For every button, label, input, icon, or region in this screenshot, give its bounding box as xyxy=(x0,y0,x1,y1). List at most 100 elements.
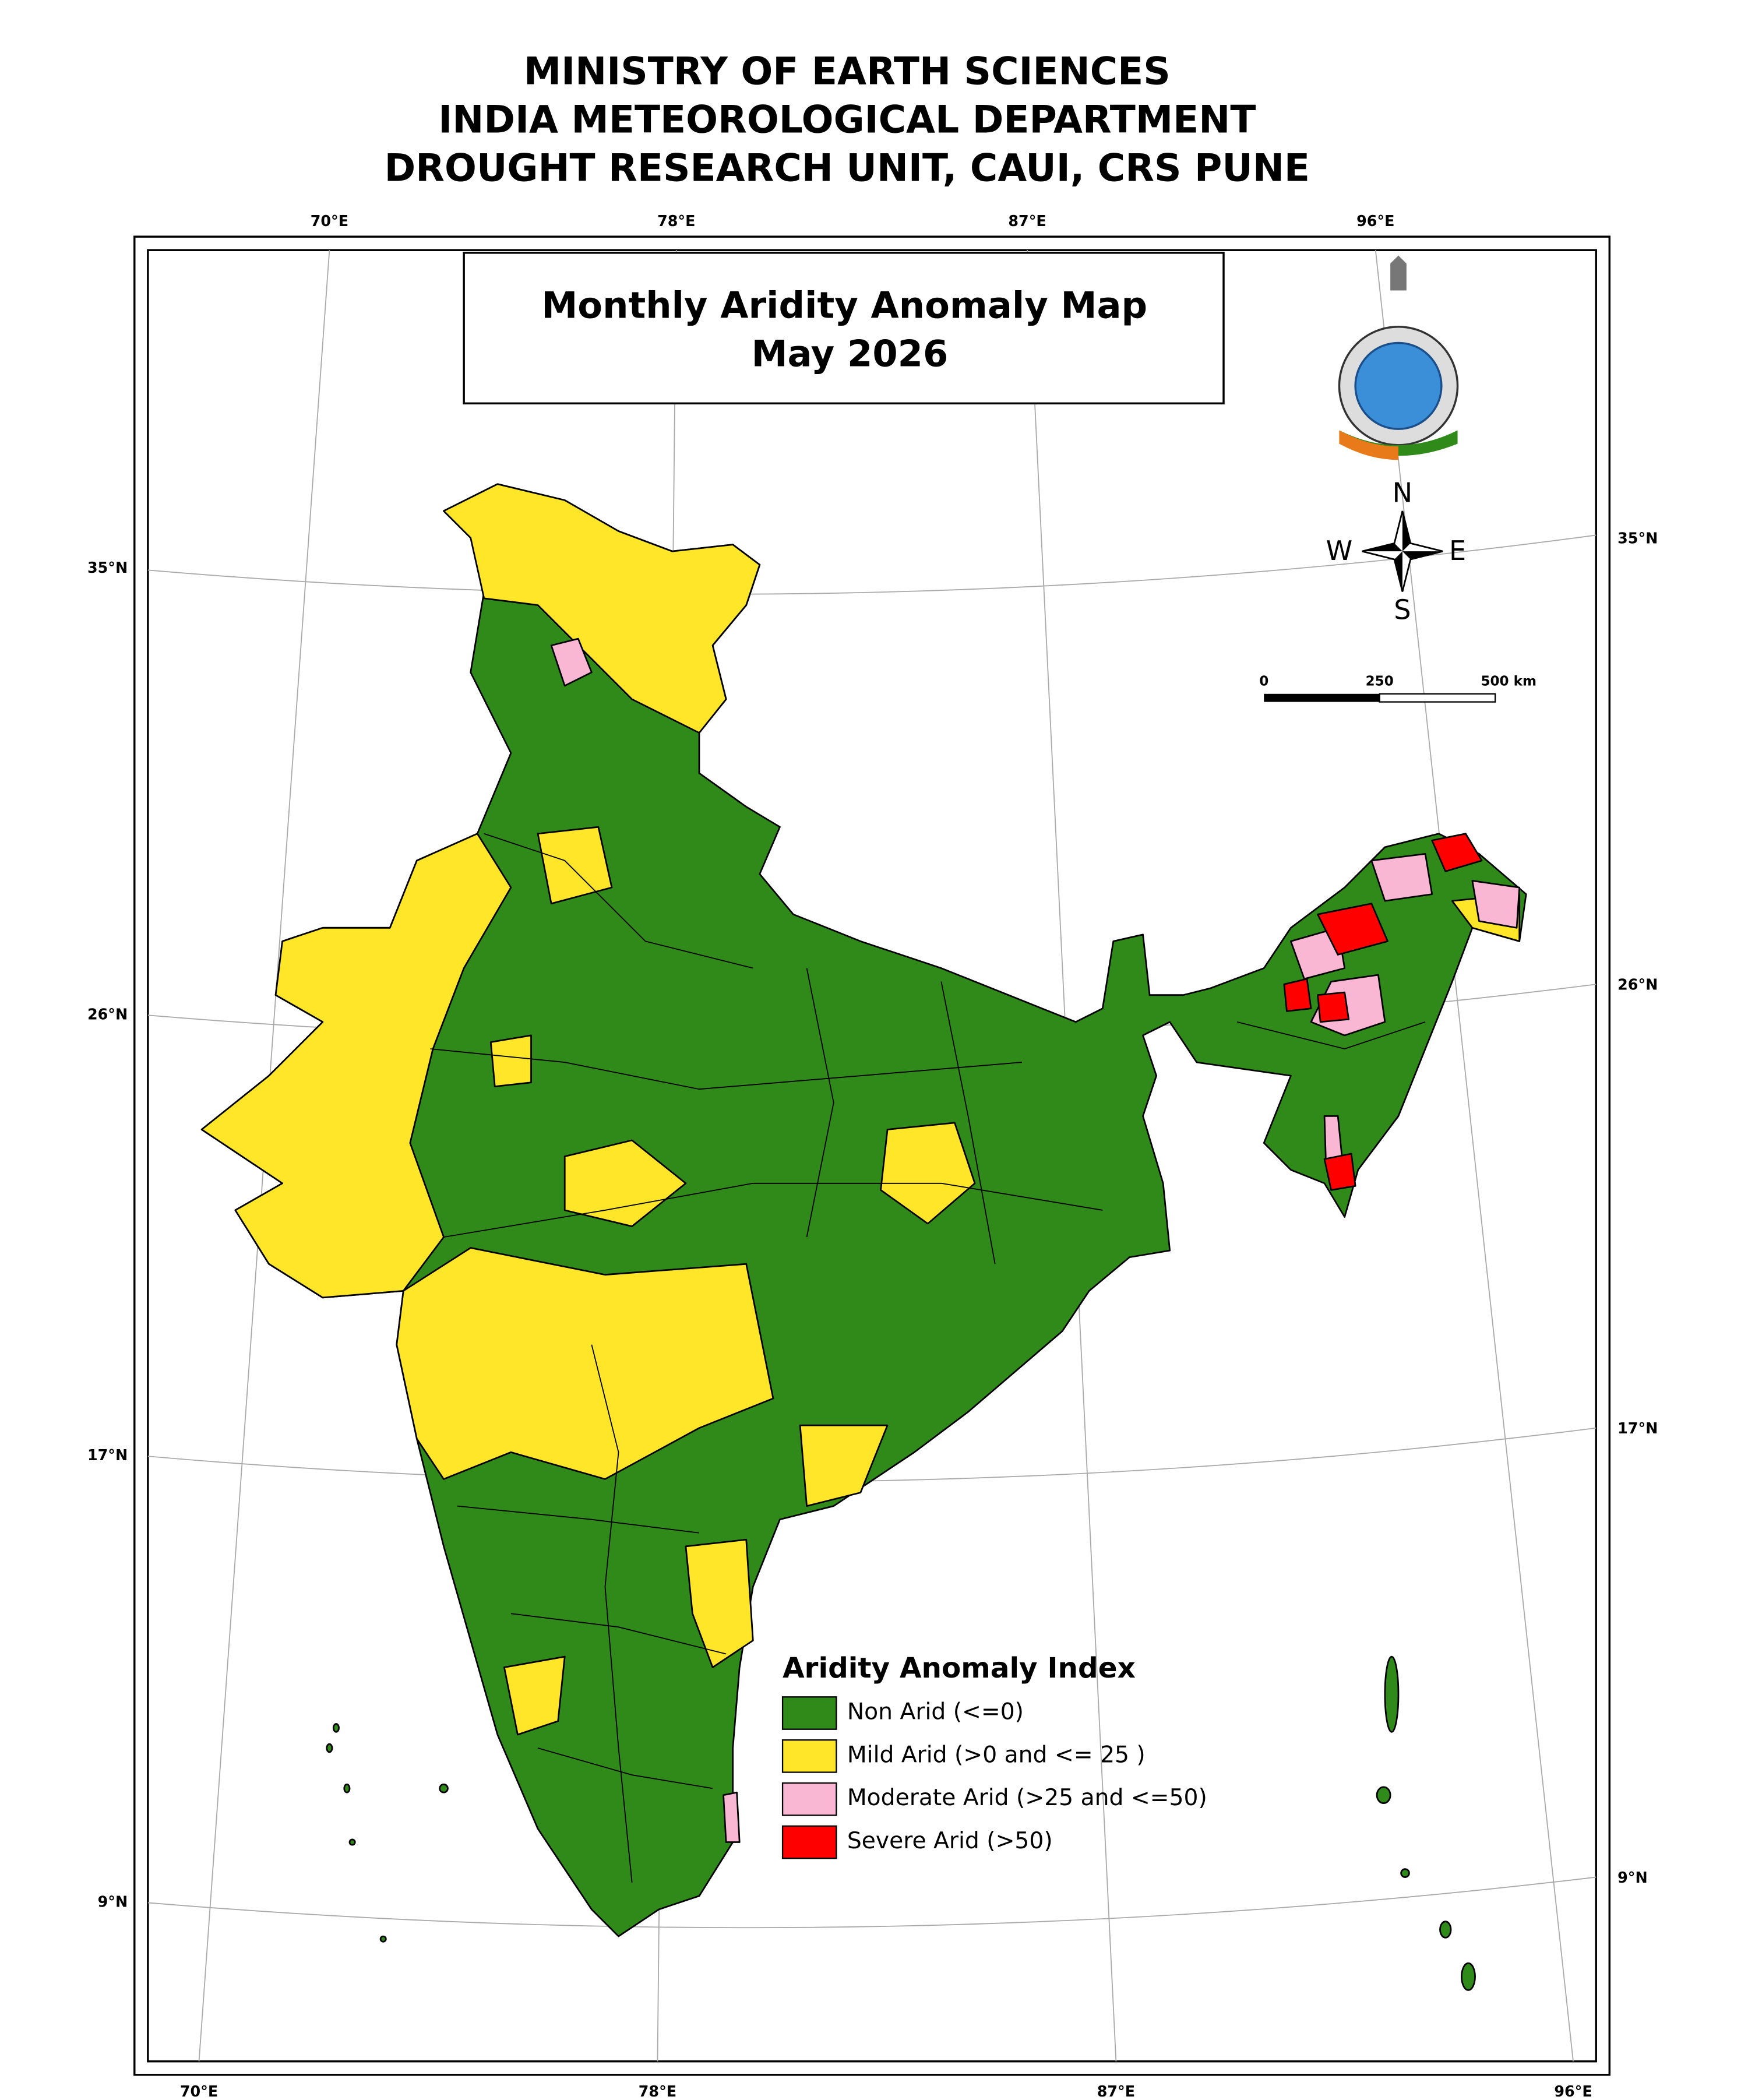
legend-label: Moderate Arid (>25 and <=50) xyxy=(847,1785,1207,1811)
outer-frame xyxy=(133,235,1611,2076)
scale-label: 0 xyxy=(1259,674,1268,689)
inner-frame xyxy=(147,249,1597,2063)
island xyxy=(1461,1962,1476,1991)
scale-segment xyxy=(1379,693,1496,703)
lat-label: 35°N xyxy=(1617,529,1658,547)
lon-label: 96°E xyxy=(1554,2083,1592,2098)
legend-swatch xyxy=(781,1782,837,1816)
district xyxy=(537,826,613,905)
scale-segment xyxy=(1264,693,1380,702)
island xyxy=(1439,1921,1452,1939)
lon-label: 78°E xyxy=(657,212,695,230)
legend-swatch xyxy=(781,1739,837,1773)
legend-label: Severe Arid (>50) xyxy=(847,1828,1053,1854)
district xyxy=(550,637,593,687)
lon-label: 87°E xyxy=(1008,212,1046,230)
legend-label: Non Arid (<=0) xyxy=(847,1699,1024,1725)
header-line: MINISTRY OF EARTH SCIENCES xyxy=(524,50,1171,94)
district-boundary xyxy=(940,981,996,1264)
district xyxy=(1323,1115,1343,1160)
lon-label: 70°E xyxy=(311,212,348,230)
header-line: DROUGHT RESEARCH UNIT, CAUI, CRS PUNE xyxy=(385,147,1310,191)
island xyxy=(1400,1868,1410,1878)
emblem xyxy=(1390,255,1407,291)
title-box: Monthly Aridity Anomaly Map May 2026 xyxy=(463,252,1225,405)
district-boundary xyxy=(537,1747,713,1789)
legend-swatch xyxy=(781,1696,837,1730)
map-subtitle: May 2026 xyxy=(752,333,949,375)
district xyxy=(1431,833,1483,872)
district xyxy=(503,1655,566,1736)
lat-label: 26°N xyxy=(1617,976,1658,993)
lat-label: 35°N xyxy=(87,559,128,576)
district-boundary xyxy=(457,1505,700,1534)
lat-label: 9°N xyxy=(98,1893,128,1910)
district xyxy=(443,483,761,734)
parallel xyxy=(147,534,1597,595)
district xyxy=(880,1122,976,1225)
title-frame xyxy=(463,252,1225,405)
island xyxy=(326,1743,333,1753)
district xyxy=(563,1139,687,1227)
district-boundary xyxy=(510,1613,727,1655)
legend-title: Aridity Anomaly Index xyxy=(783,1652,1136,1685)
island xyxy=(332,1723,340,1733)
legend-label: Mild Arid (>0 and <= 25 ) xyxy=(847,1742,1146,1768)
lat-label: 17°N xyxy=(1617,1419,1658,1437)
district xyxy=(1317,903,1388,956)
logo-ribbon xyxy=(1339,430,1398,460)
lat-label: 9°N xyxy=(1617,1869,1648,1886)
district xyxy=(685,1538,754,1668)
compass-n: N xyxy=(1393,477,1413,509)
district-boundary xyxy=(443,1182,1103,1238)
district-boundary xyxy=(806,968,834,1238)
district xyxy=(1323,1153,1356,1191)
lat-label: 17°N xyxy=(87,1446,128,1464)
logo-globe xyxy=(1354,341,1443,430)
island xyxy=(348,1838,356,1846)
scale-bar: 0 250 500 km xyxy=(1259,674,1536,703)
district xyxy=(1317,991,1349,1023)
island xyxy=(439,1783,449,1794)
district-boundary xyxy=(1236,1021,1426,1049)
north-arrow: N E S W xyxy=(1326,477,1466,626)
district-boundary xyxy=(484,833,753,969)
district xyxy=(200,833,512,1299)
parallel xyxy=(147,1876,1597,1929)
island xyxy=(1376,1786,1391,1804)
district-boundary xyxy=(591,1344,633,1883)
lat-label: 26°N xyxy=(87,1005,128,1023)
compass-fill xyxy=(1362,510,1443,592)
district xyxy=(1370,852,1433,902)
scale-label: 500 km xyxy=(1481,674,1536,689)
header: MINISTRY OF EARTH SCIENCES INDIA METEORO… xyxy=(385,50,1310,191)
district xyxy=(799,1424,889,1507)
district xyxy=(489,1034,532,1087)
districts xyxy=(200,483,1527,1991)
district xyxy=(396,1247,774,1480)
lon-label: 96°E xyxy=(1356,212,1394,230)
island xyxy=(1384,1655,1400,1733)
legend: Aridity Anomaly Index Non Arid (<=0) Mild… xyxy=(781,1652,1207,1859)
district xyxy=(1283,978,1312,1012)
imd-logo xyxy=(1338,255,1459,460)
parallel xyxy=(147,1427,1597,1483)
lon-label: 87°E xyxy=(1097,2083,1135,2098)
island xyxy=(343,1783,351,1794)
map-title: Monthly Aridity Anomaly Map xyxy=(541,284,1147,327)
compass-e: E xyxy=(1449,535,1466,566)
header-line: INDIA METEOROLOGICAL DEPARTMENT xyxy=(438,98,1256,142)
compass-w: W xyxy=(1326,535,1353,566)
district-boundary xyxy=(430,1048,1022,1090)
district xyxy=(723,1791,741,1843)
lon-label: 70°E xyxy=(180,2083,218,2098)
legend-swatch xyxy=(781,1825,837,1859)
district xyxy=(1471,880,1521,929)
compass-s: S xyxy=(1394,594,1411,626)
island xyxy=(379,1935,387,1943)
lon-label: 78°E xyxy=(639,2083,676,2098)
graticule-labels: 70°E 78°E 87°E 96°E 70°E 78°E 87°E 96°E … xyxy=(87,212,1658,2100)
scale-label: 250 xyxy=(1366,674,1394,689)
